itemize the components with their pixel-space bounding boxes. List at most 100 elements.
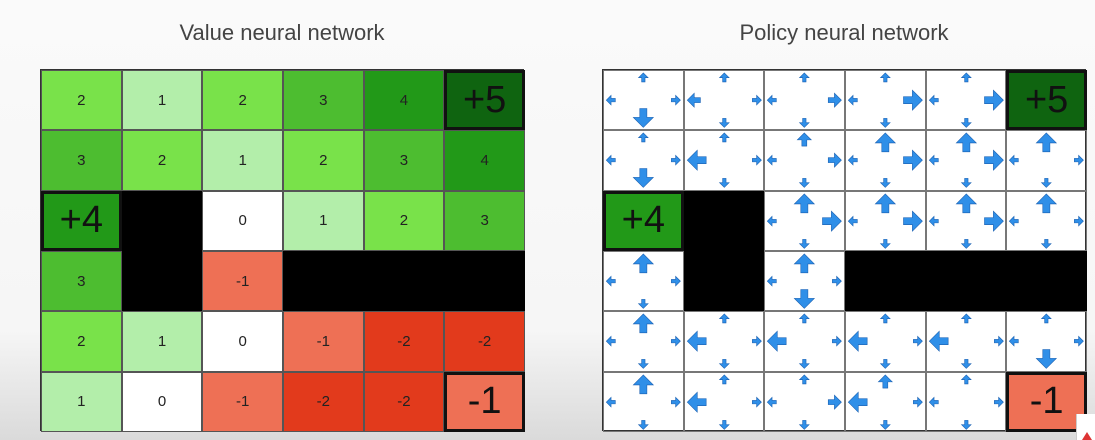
- value-cell: 0: [202, 190, 283, 251]
- value-cell: 0: [121, 371, 203, 432]
- arrow-left-icon: [847, 391, 868, 413]
- terminal-cell: +4: [603, 190, 684, 251]
- arrow-down-icon: [879, 178, 891, 189]
- arrow-up-icon: [955, 193, 977, 213]
- policy-cell: [683, 70, 765, 131]
- arrow-down-icon: [1035, 349, 1058, 370]
- policy-arrows-icon: [847, 132, 923, 189]
- arrow-right-icon: [993, 335, 1004, 347]
- policy-cell: [925, 130, 1007, 191]
- value-cell: 4: [363, 70, 445, 131]
- terminal-cell: +5: [444, 70, 525, 131]
- policy-cell: [764, 311, 845, 372]
- policy-arrows-icon: [1009, 193, 1085, 249]
- arrow-down-icon: [632, 168, 655, 189]
- arrow-up-icon: [874, 193, 897, 213]
- arrow-up-icon: [793, 193, 816, 213]
- value-cell: 1: [41, 371, 122, 432]
- arrow-down-icon: [718, 178, 730, 189]
- arrow-up-icon: [960, 374, 972, 384]
- arrow-right-icon: [983, 149, 1004, 172]
- arrow-right-icon: [671, 94, 681, 106]
- policy-cell: [844, 130, 926, 191]
- arrow-down-icon: [799, 118, 811, 128]
- value-network-title: Value neural network: [179, 20, 385, 45]
- arrow-down-icon: [793, 289, 816, 309]
- policy-arrows-icon: [847, 72, 923, 128]
- policy-arrows-icon: [767, 313, 843, 370]
- value-cell: 1: [202, 130, 283, 191]
- arrow-down-icon: [637, 419, 649, 430]
- policy-arrows-icon: [847, 193, 923, 249]
- policy-cell: [925, 190, 1007, 251]
- arrow-up-icon: [799, 374, 811, 384]
- arrow-right-icon: [671, 335, 681, 347]
- value-cell: 1: [121, 311, 203, 372]
- arrow-left-icon: [928, 155, 939, 166]
- arrow-down-icon: [799, 238, 811, 249]
- arrow-left-icon: [605, 335, 616, 347]
- arrow-right-icon: [913, 396, 923, 408]
- arrow-down-icon: [799, 359, 811, 370]
- policy-arrows-icon: [847, 374, 923, 430]
- arrow-left-icon: [928, 215, 939, 227]
- arrow-up-icon: [637, 132, 649, 143]
- value-cell: -1: [202, 371, 283, 432]
- value-cell: 0: [202, 311, 283, 372]
- arrow-right-icon: [903, 89, 923, 111]
- policy-cell: [925, 70, 1007, 131]
- arrow-down-icon: [879, 238, 891, 249]
- arrow-left-icon: [767, 396, 777, 408]
- policy-arrows-icon: [605, 132, 681, 189]
- arrow-right-icon: [751, 396, 762, 408]
- arrow-left-icon: [686, 149, 707, 172]
- arrow-right-icon: [983, 89, 1004, 111]
- value-cell: 2: [282, 130, 364, 191]
- arrow-up-icon: [793, 253, 816, 274]
- policy-arrows-icon: [605, 72, 681, 128]
- policy-arrows-icon: [605, 313, 681, 370]
- policy-cell: [764, 250, 845, 312]
- policy-arrows-icon: [767, 132, 843, 189]
- value-cell: 2: [41, 311, 122, 372]
- policy-arrows-icon: [1009, 313, 1085, 370]
- arrow-right-icon: [993, 396, 1004, 408]
- arrow-left-icon: [928, 94, 939, 106]
- arrow-left-icon: [605, 275, 616, 287]
- arrow-down-icon: [718, 419, 730, 430]
- wall-cell: [844, 250, 926, 312]
- arrow-left-icon: [928, 330, 949, 353]
- arrow-up-icon: [799, 313, 811, 324]
- policy-cell: [925, 311, 1007, 372]
- arrow-left-icon: [767, 330, 787, 353]
- arrow-up-icon: [799, 72, 811, 83]
- value-cell: 2: [202, 70, 283, 131]
- arrow-right-icon: [828, 152, 843, 169]
- arrow-left-icon: [1009, 155, 1019, 166]
- wall-cell: [363, 250, 445, 312]
- policy-arrows-icon: [686, 374, 762, 430]
- arrow-left-icon: [928, 396, 939, 408]
- arrow-down-icon: [799, 178, 811, 189]
- arrow-right-icon: [1074, 215, 1085, 227]
- value-cell: 2: [121, 130, 203, 191]
- arrow-down-icon: [637, 359, 649, 370]
- wall-cell: [444, 250, 525, 312]
- arrow-left-icon: [605, 396, 616, 408]
- arrow-left-icon: [686, 92, 701, 108]
- policy-arrows-icon: [767, 374, 843, 430]
- value-cell: 2: [363, 190, 445, 251]
- arrow-left-icon: [686, 330, 707, 353]
- arrow-up-icon: [960, 72, 972, 83]
- arrow-right-icon: [903, 149, 923, 172]
- policy-arrows-icon: [928, 193, 1004, 249]
- terminal-cell: -1: [1006, 371, 1087, 432]
- arrow-right-icon: [828, 394, 843, 410]
- arrow-left-icon: [767, 215, 777, 227]
- arrow-left-icon: [1009, 215, 1019, 227]
- arrow-up-icon: [960, 313, 972, 324]
- arrow-up-icon: [796, 132, 813, 147]
- arrow-right-icon: [671, 275, 681, 287]
- arrow-down-icon: [632, 108, 655, 128]
- arrow-up-icon: [1035, 132, 1058, 153]
